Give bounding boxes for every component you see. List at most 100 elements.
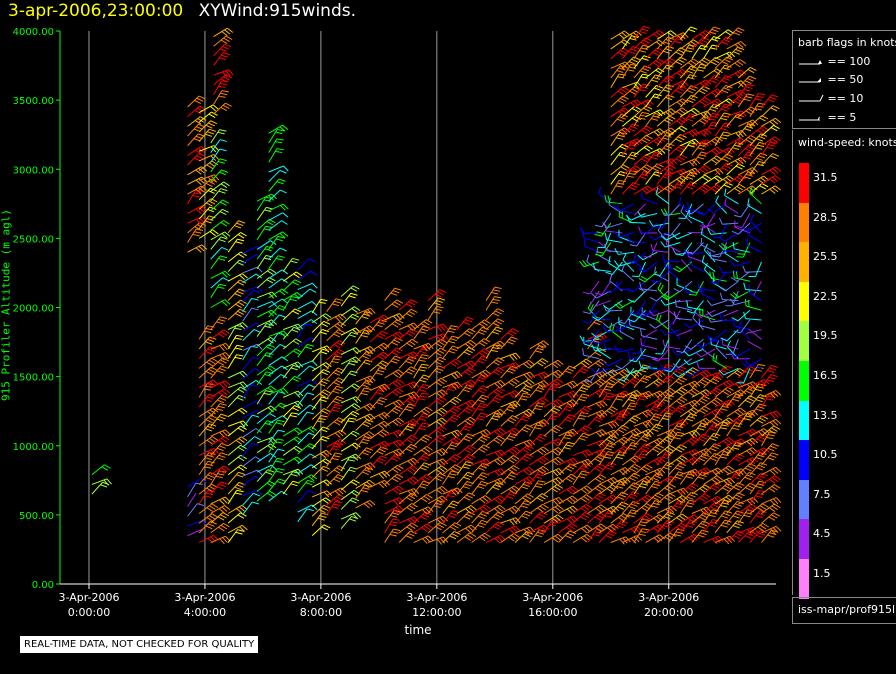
barb-flag	[334, 441, 341, 448]
barb-flag	[566, 460, 573, 467]
barb-flag	[506, 495, 514, 500]
barb-flag	[465, 435, 473, 440]
barb-flag	[512, 363, 518, 370]
barb-flag	[355, 356, 361, 362]
barb-shaft	[384, 378, 399, 389]
wind-barb	[297, 411, 315, 426]
barb-flag	[275, 238, 283, 242]
barb-flag	[591, 316, 599, 321]
barb-flag	[331, 409, 339, 412]
wind-barb	[610, 151, 628, 166]
barb-flag	[435, 469, 443, 474]
wind-barb	[210, 246, 229, 260]
wind-barb	[633, 37, 653, 50]
barb-flag	[653, 87, 661, 91]
barb-flag	[205, 419, 213, 424]
barb-flag	[413, 322, 420, 329]
wind-barb	[413, 392, 429, 408]
barb-flag	[634, 115, 641, 120]
barb-flag	[194, 226, 202, 231]
wind-barb	[558, 495, 579, 505]
wind-barb	[633, 464, 653, 476]
wind-barb	[187, 105, 206, 118]
wind-barb	[582, 348, 600, 360]
wind-barb	[227, 471, 246, 485]
wind-barb	[326, 465, 346, 477]
barb-flag	[585, 494, 593, 500]
barb-flag	[508, 528, 515, 535]
barb-flag	[664, 67, 672, 71]
barb-flag	[594, 531, 602, 534]
barb-flag	[536, 473, 544, 477]
barb-shaft	[427, 377, 442, 389]
wind-barb	[514, 439, 536, 448]
wind-barb	[471, 348, 491, 360]
barb-flag	[491, 417, 499, 421]
barb-flag	[207, 325, 215, 328]
barb-flag	[398, 448, 405, 455]
wind-barb	[610, 520, 628, 534]
barb-flag	[448, 447, 456, 450]
wind-barb	[668, 85, 687, 98]
barb-flag	[676, 473, 684, 477]
barb-flag	[494, 498, 501, 504]
barb-shaft	[514, 493, 528, 505]
wind-barb	[256, 490, 276, 502]
barb-flag	[283, 388, 289, 394]
wind-barb	[369, 411, 390, 421]
barb-flag	[638, 533, 646, 536]
barb-flag	[222, 430, 228, 437]
barb-flag	[206, 454, 214, 458]
wind-barb	[384, 429, 405, 439]
barb-shaft	[242, 410, 257, 419]
barb-flag	[310, 337, 317, 342]
barb-flag	[583, 360, 590, 366]
wind-barb	[413, 535, 434, 544]
barb-flag	[618, 372, 625, 378]
barb-flag	[219, 431, 225, 438]
barb-flag	[549, 417, 557, 421]
wind-barb	[634, 203, 646, 216]
barb-flag	[207, 131, 215, 135]
wind-barb	[602, 319, 623, 329]
wind-barb	[187, 205, 208, 214]
barb-flag	[308, 476, 315, 482]
barb-shaft	[608, 262, 623, 272]
title-timestamp: 3-apr-2006,23:00:00	[8, 1, 184, 21]
wind-barb	[605, 261, 623, 275]
barb-shaft	[442, 429, 458, 437]
barb-shaft	[384, 485, 399, 495]
wind-barb	[621, 491, 640, 505]
barb-flag	[678, 127, 686, 133]
wind-barb	[369, 429, 390, 440]
barb-flag	[281, 220, 288, 225]
barb-flag	[280, 374, 288, 379]
barb-flag	[468, 381, 474, 387]
barb-flag	[642, 412, 649, 418]
barb-flag	[422, 383, 430, 387]
barb-shaft	[256, 219, 270, 231]
barb-shaft	[187, 482, 197, 498]
barb-flag	[463, 515, 471, 520]
wind-barb	[485, 387, 505, 398]
barb-flag	[334, 398, 342, 402]
barb-flag	[481, 350, 488, 355]
barb-flag	[483, 444, 491, 449]
wind-barb	[242, 414, 260, 429]
barb-flag	[435, 381, 443, 387]
barb-shaft	[242, 436, 256, 448]
barb-flag	[423, 476, 430, 481]
barb-flag	[630, 141, 637, 147]
barb-flag	[557, 456, 564, 462]
wind-barb	[598, 442, 616, 456]
barb-flag	[421, 410, 428, 416]
barb-flag	[205, 428, 213, 432]
barb-flag	[223, 329, 230, 334]
barb-flag	[237, 466, 245, 472]
barb-flag	[407, 325, 414, 331]
barb-flag	[282, 124, 289, 130]
barb-flag	[395, 507, 402, 513]
barb-flag	[612, 523, 619, 529]
barb-flag	[421, 386, 429, 390]
barb-flag	[536, 515, 544, 520]
